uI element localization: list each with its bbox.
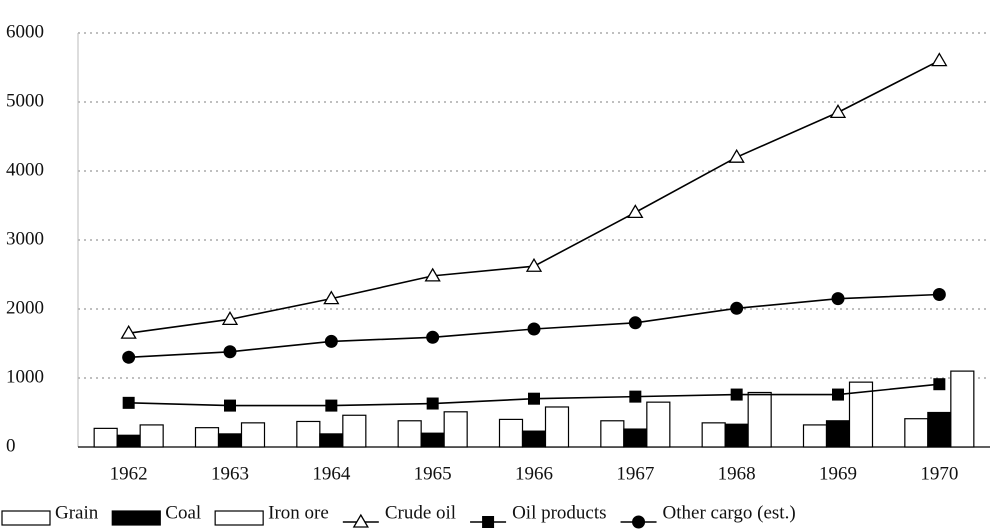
marker <box>730 388 743 401</box>
x-tick-label: 1967 <box>616 463 654 484</box>
marker <box>933 378 946 391</box>
marker <box>728 148 745 163</box>
marker <box>324 334 338 348</box>
y-tick-label: 1000 <box>6 366 44 387</box>
marker <box>223 345 237 359</box>
marker <box>122 350 136 364</box>
x-tick-label: 1966 <box>515 463 553 484</box>
x-tick-label: 1969 <box>819 463 857 484</box>
bar <box>342 414 367 448</box>
legend-swatch <box>111 510 161 526</box>
bar <box>747 391 772 448</box>
y-tick-label: 5000 <box>6 90 44 111</box>
marker <box>932 288 946 302</box>
bar <box>139 424 164 448</box>
legend-label: Crude oil <box>385 502 456 523</box>
legend-label: Grain <box>55 502 99 523</box>
legend-label: Oil products <box>512 502 606 523</box>
marker <box>628 316 642 330</box>
bar <box>623 428 648 448</box>
bar <box>950 370 975 448</box>
legend-label: Iron ore <box>268 502 329 523</box>
bar <box>240 422 266 448</box>
x-tick-label: 1970 <box>920 463 958 484</box>
bar <box>217 433 243 448</box>
legend-marker <box>482 516 495 528</box>
bar <box>194 427 220 448</box>
bar <box>498 418 524 448</box>
bar <box>443 411 468 448</box>
bar <box>701 422 726 448</box>
y-tick-label: 4000 <box>6 159 44 180</box>
marker <box>829 104 847 118</box>
bar <box>848 381 874 448</box>
legend-marker <box>352 513 369 528</box>
x-tick-label: 1963 <box>211 463 249 484</box>
marker <box>528 392 540 405</box>
marker <box>323 290 340 305</box>
legend-marker <box>632 515 646 529</box>
bar <box>521 430 547 448</box>
y-tick-label: 2000 <box>6 297 44 318</box>
bar <box>927 411 952 448</box>
bar <box>724 423 749 448</box>
legend-swatch <box>1 510 51 526</box>
marker <box>224 399 236 412</box>
y-tick-label: 6000 <box>6 21 44 42</box>
marker <box>527 322 541 336</box>
marker <box>931 52 948 67</box>
bar <box>319 433 344 448</box>
x-tick-label: 1965 <box>414 463 452 484</box>
y-tick-label: 0 <box>6 435 16 456</box>
legend-label: Other cargo (est.) <box>663 502 796 523</box>
marker <box>424 267 441 282</box>
bar <box>802 424 828 448</box>
bar <box>904 418 929 448</box>
bar <box>116 434 141 448</box>
marker <box>122 396 135 409</box>
bar <box>544 406 570 448</box>
marker <box>426 330 440 344</box>
y-tick-label: 3000 <box>6 228 44 249</box>
bar <box>296 420 321 448</box>
marker <box>730 301 744 315</box>
bar <box>420 432 445 448</box>
marker <box>627 204 644 219</box>
legend-swatch <box>214 510 264 526</box>
bar <box>397 420 422 448</box>
marker <box>832 388 844 401</box>
x-tick-label: 1962 <box>110 463 148 484</box>
legend-label: Coal <box>165 502 201 523</box>
bar <box>825 420 851 448</box>
marker <box>221 311 239 325</box>
marker <box>629 390 642 403</box>
marker <box>426 397 439 410</box>
marker <box>120 324 137 339</box>
bar <box>600 420 625 448</box>
marker <box>325 399 338 412</box>
x-tick-label: 1968 <box>718 463 756 484</box>
bar <box>646 401 671 448</box>
x-tick-label: 1964 <box>312 463 351 484</box>
line <box>128 59 940 334</box>
marker <box>831 292 845 306</box>
bar <box>93 427 118 448</box>
marker <box>525 257 543 272</box>
